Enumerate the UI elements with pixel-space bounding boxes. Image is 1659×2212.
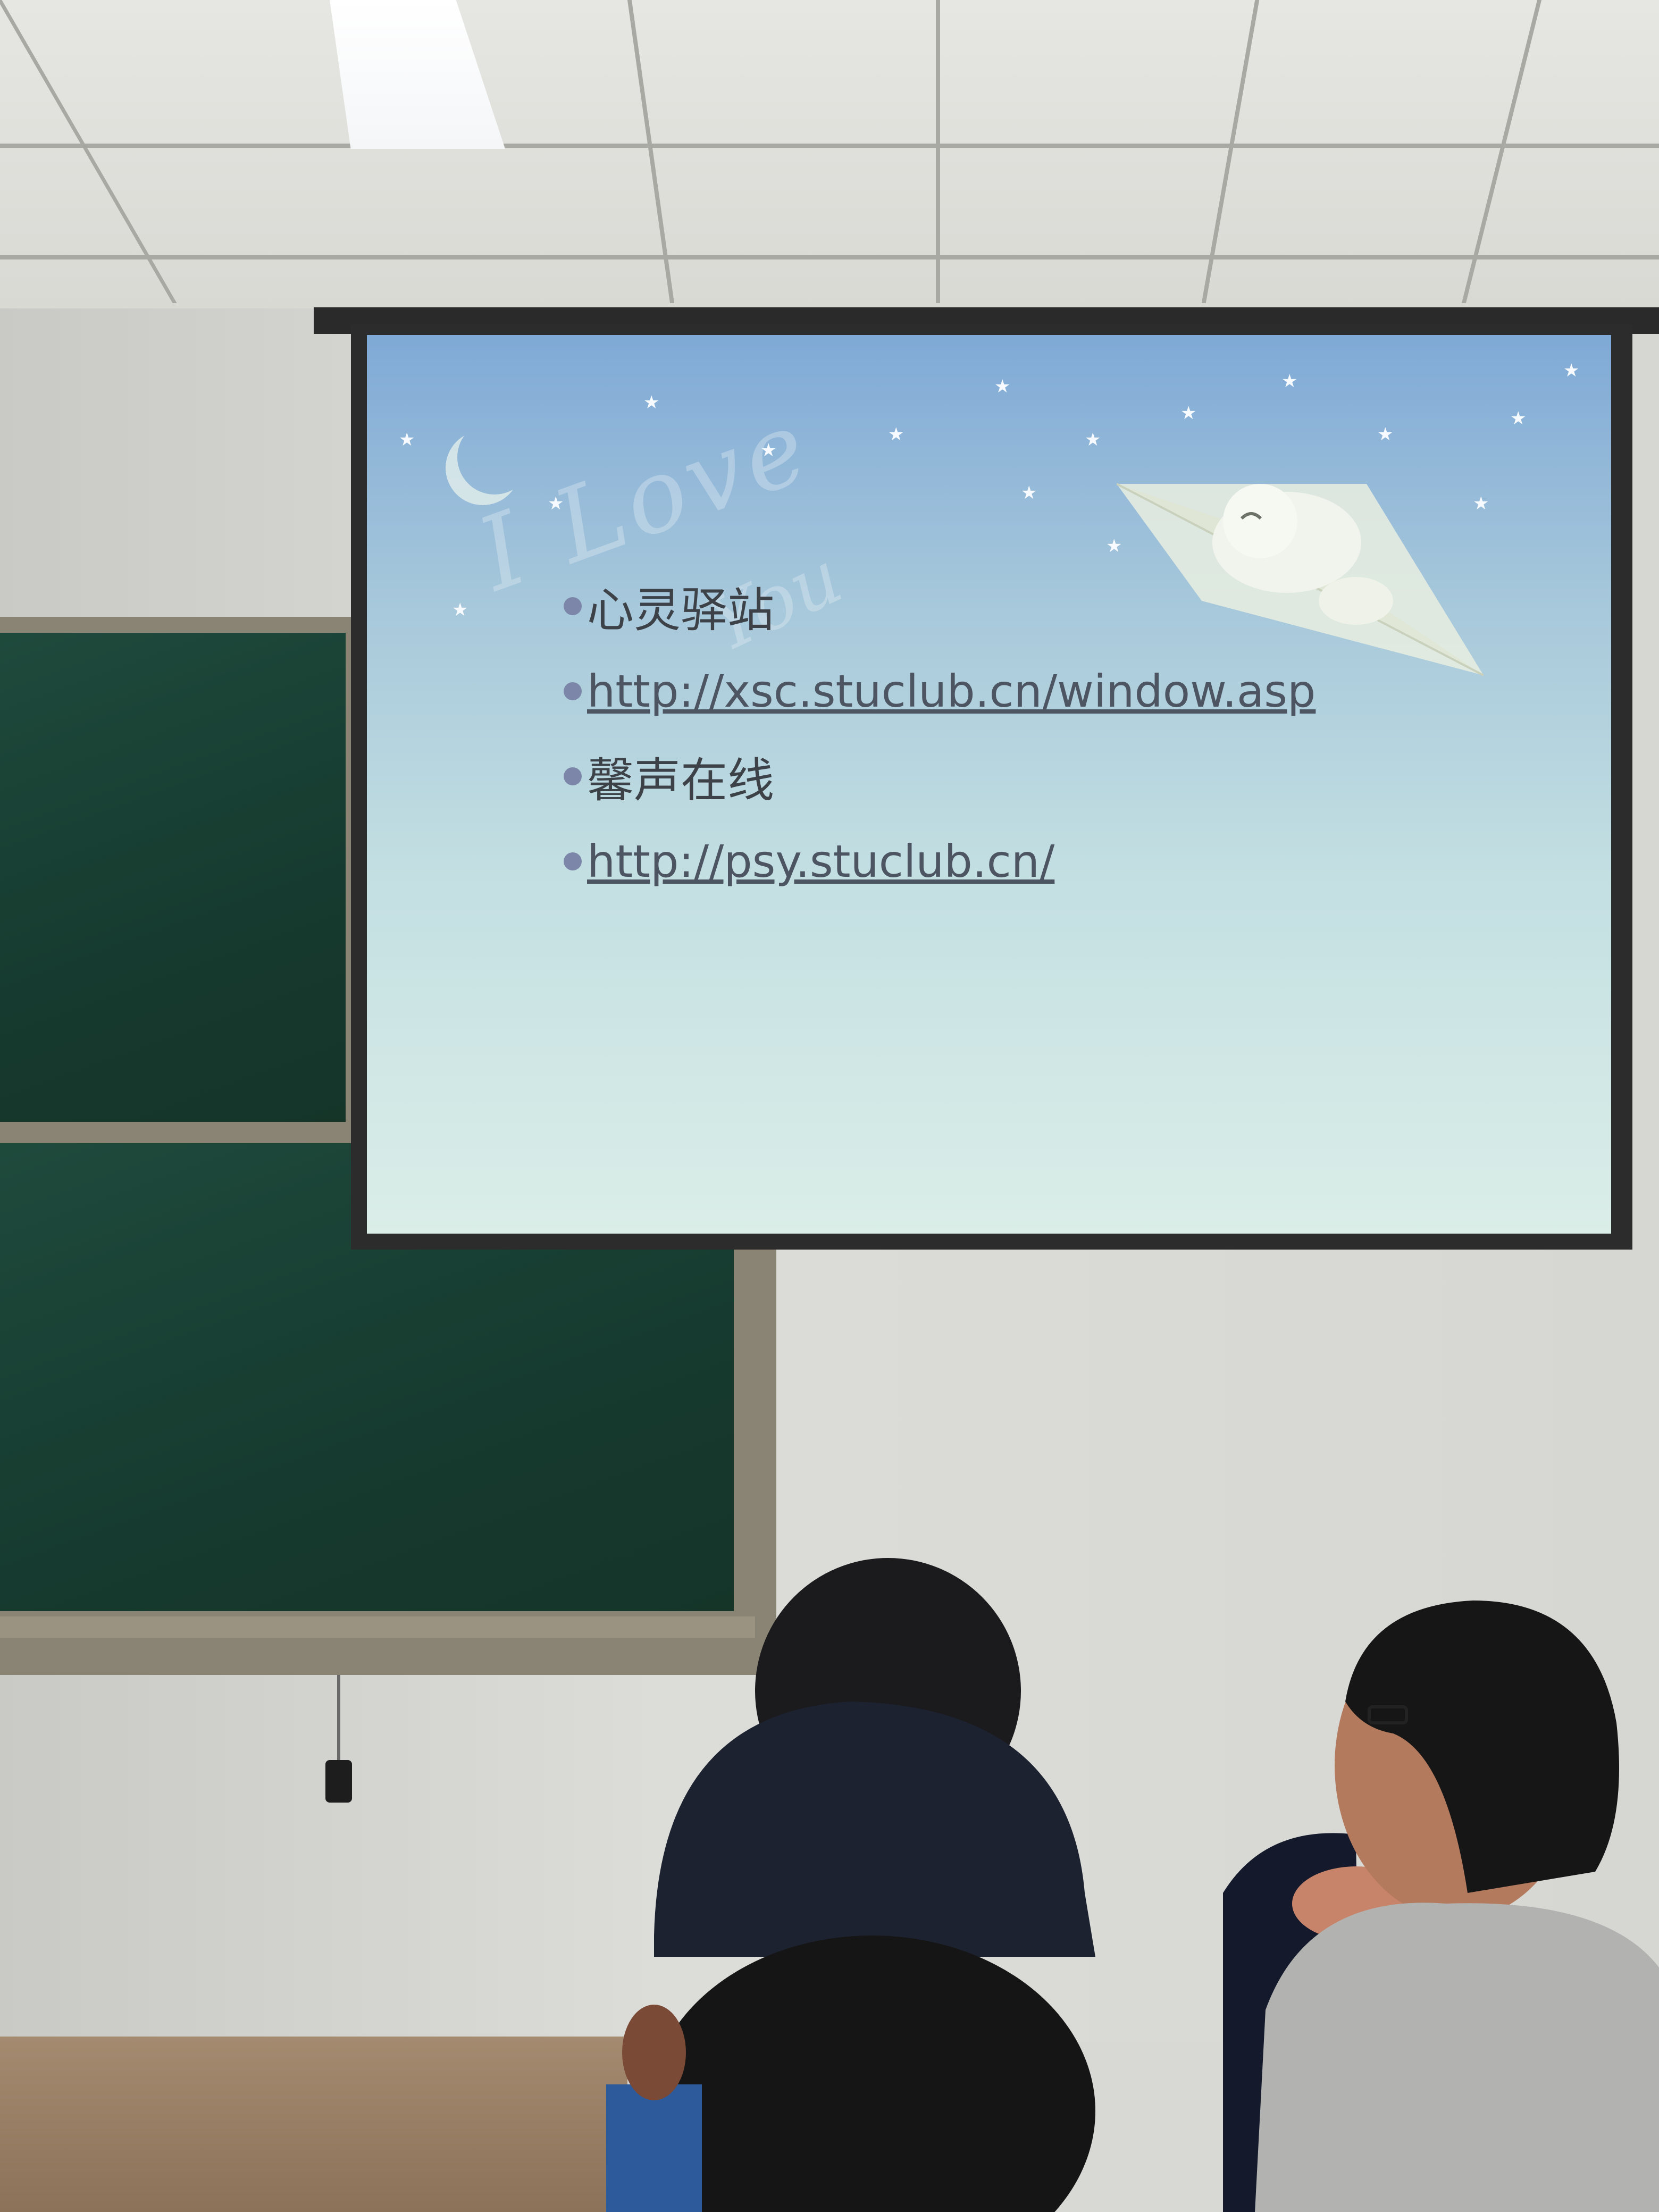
star-icon: ★ (1377, 424, 1394, 445)
plug (325, 1760, 352, 1803)
bullet-dot (564, 852, 582, 870)
slide-item: http://xsc.stuclub.cn/window.asp (564, 649, 1468, 734)
bullet-dot (564, 767, 582, 785)
star-icon: ★ (1021, 482, 1037, 504)
star-icon: ★ (548, 493, 564, 514)
slide-item: 心灵驿站 (564, 564, 1468, 649)
star-icon: ★ (888, 424, 904, 445)
ceiling-grid-line (0, 255, 1659, 259)
star-icon: ★ (1085, 429, 1101, 450)
star-icon: ★ (1473, 493, 1489, 514)
slide-item: 馨声在线 (564, 734, 1468, 819)
star-icon: ★ (760, 440, 777, 461)
ceiling-grid-line (0, 144, 1659, 148)
cable (337, 1675, 340, 1765)
slide-item-title: 馨声在线 (587, 752, 775, 808)
ceiling (0, 0, 1659, 308)
star-icon: ★ (1281, 371, 1298, 392)
slide-item-link[interactable]: http://xsc.stuclub.cn/window.asp (587, 665, 1316, 717)
ceiling-grid-line (936, 0, 940, 303)
ceiling-light (330, 0, 505, 149)
audience-silhouettes (606, 1558, 1095, 2212)
upper-chalkboard (0, 633, 346, 1122)
star-icon: ★ (399, 429, 415, 450)
star-icon: ★ (1510, 408, 1527, 429)
star-icon: ★ (1180, 403, 1197, 424)
star-icon: ★ (1563, 360, 1580, 381)
bullet-dot (564, 597, 582, 615)
slide-item-title: 心灵驿站 (587, 582, 775, 638)
star-icon: ★ (643, 392, 660, 413)
presentation-slide: ★ ★ ★ ★ ★ ★ ★ ★ ★ ★ ★ ★ ★ ★ ★ ★ I Love Y… (367, 335, 1611, 1234)
lectern-ledge (0, 2037, 627, 2212)
slide-item: http://psy.stuclub.cn/ (564, 819, 1468, 904)
star-icon: ★ (994, 376, 1011, 397)
paper-plane-bear-illustration (1117, 483, 1484, 676)
student-with-glasses (1223, 1601, 1659, 2212)
slide-bullet-list: 心灵驿站 http://xsc.stuclub.cn/window.asp 馨声… (564, 564, 1468, 904)
slide-item-link[interactable]: http://psy.stuclub.cn/ (587, 835, 1055, 887)
star-icon: ★ (452, 599, 468, 621)
star-icon: ★ (1106, 535, 1122, 557)
bullet-dot (564, 682, 582, 700)
chalk-tray (0, 1616, 755, 1638)
